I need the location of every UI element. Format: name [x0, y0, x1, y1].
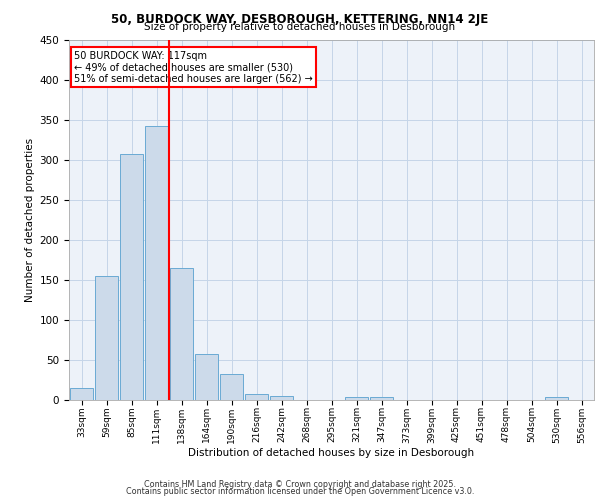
Text: 50 BURDOCK WAY: 117sqm
← 49% of detached houses are smaller (530)
51% of semi-de: 50 BURDOCK WAY: 117sqm ← 49% of detached…	[74, 51, 313, 84]
Bar	[270, 396, 293, 400]
Bar	[195, 354, 218, 400]
Bar	[70, 388, 93, 400]
Text: Contains public sector information licensed under the Open Government Licence v3: Contains public sector information licen…	[126, 487, 474, 496]
X-axis label: Distribution of detached houses by size in Desborough: Distribution of detached houses by size …	[188, 448, 475, 458]
Bar	[120, 154, 143, 400]
Text: Size of property relative to detached houses in Desborough: Size of property relative to detached ho…	[145, 22, 455, 32]
Text: Contains HM Land Registry data © Crown copyright and database right 2025.: Contains HM Land Registry data © Crown c…	[144, 480, 456, 489]
Bar	[220, 374, 243, 400]
Bar	[345, 397, 368, 400]
Bar	[545, 397, 568, 400]
Bar	[245, 394, 268, 400]
Bar	[170, 268, 193, 400]
Text: 50, BURDOCK WAY, DESBOROUGH, KETTERING, NN14 2JE: 50, BURDOCK WAY, DESBOROUGH, KETTERING, …	[112, 12, 488, 26]
Bar	[95, 276, 118, 400]
Bar	[370, 397, 393, 400]
Bar	[145, 126, 168, 400]
Y-axis label: Number of detached properties: Number of detached properties	[25, 138, 35, 302]
